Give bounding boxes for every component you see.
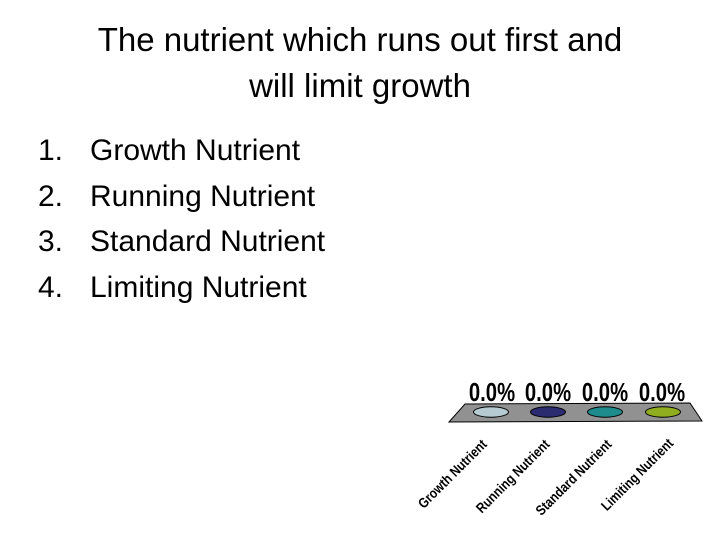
value-label: 0.0% [468,377,516,407]
option-number: 4. [38,270,64,304]
slide-title-line2: will limit growth [249,67,471,104]
value-label: 0.0% [638,377,686,407]
chart-floor [447,402,703,423]
bar-base-ellipse-limiting [645,406,681,418]
option-label: Standard Nutrient [90,225,326,258]
option-row-3: 3. Standard Nutrient [0,219,460,265]
option-number: 1. [38,134,64,167]
option-row-1: 1. Growth Nutrient [0,128,460,174]
slide-title: The nutrient which runs out first and wi… [0,17,720,109]
option-row-4: 4. Limiting Nutrient [0,265,460,311]
option-label: Growth Nutrient [90,134,301,167]
bar-base-ellipse-standard [587,406,623,418]
option-row-2: 2. Running Nutrient [0,174,460,220]
bar-base-ellipse-growth [473,406,509,418]
option-label: Limiting Nutrient [90,270,307,304]
chart-floor-surface [447,402,703,423]
option-number: 3. [38,225,64,258]
value-label: 0.0% [524,377,572,407]
value-label: 0.0% [581,377,629,407]
option-label: Running Nutrient [90,179,316,213]
slide-title-line1: The nutrient which runs out first and [97,21,623,58]
option-number: 2. [38,179,64,213]
bar-base-ellipse-running [530,406,566,418]
answer-options-list: 1. Growth Nutrient 2. Running Nutrient 3… [0,128,460,310]
